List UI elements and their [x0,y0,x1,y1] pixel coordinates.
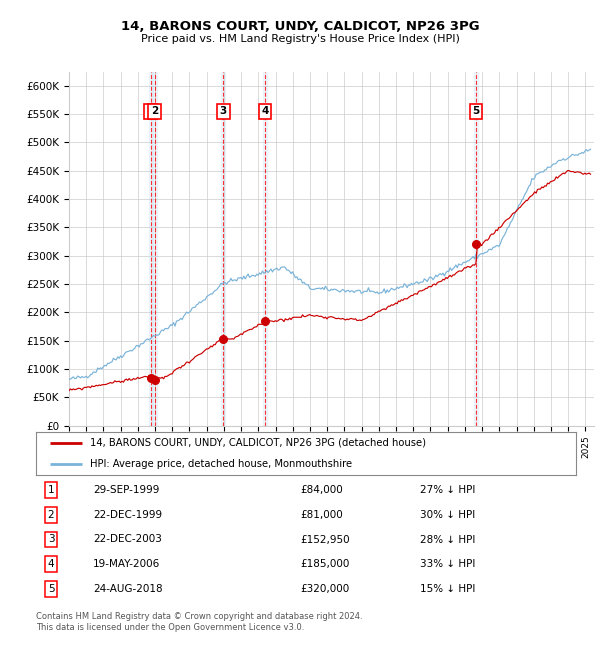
Text: 5: 5 [472,106,480,116]
Text: 4: 4 [261,106,269,116]
Text: 29-SEP-1999: 29-SEP-1999 [93,485,160,495]
Text: Contains HM Land Registry data © Crown copyright and database right 2024.
This d: Contains HM Land Registry data © Crown c… [36,612,362,632]
Text: 14, BARONS COURT, UNDY, CALDICOT, NP26 3PG (detached house): 14, BARONS COURT, UNDY, CALDICOT, NP26 3… [90,438,426,448]
Text: 33% ↓ HPI: 33% ↓ HPI [420,559,475,569]
Bar [474,72,478,426]
Text: 3: 3 [220,106,227,116]
Text: 22-DEC-1999: 22-DEC-1999 [93,510,162,520]
Text: 2: 2 [47,510,55,520]
Bar [149,72,152,426]
Text: £320,000: £320,000 [300,584,349,594]
Text: 30% ↓ HPI: 30% ↓ HPI [420,510,475,520]
Bar [221,72,226,426]
Text: 22-DEC-2003: 22-DEC-2003 [93,534,162,545]
Text: £84,000: £84,000 [300,485,343,495]
Text: 2: 2 [151,106,158,116]
Text: 14, BARONS COURT, UNDY, CALDICOT, NP26 3PG: 14, BARONS COURT, UNDY, CALDICOT, NP26 3… [121,20,479,32]
Text: 1: 1 [47,485,55,495]
Text: 1: 1 [147,106,154,116]
Text: 24-AUG-2018: 24-AUG-2018 [93,584,163,594]
Text: Price paid vs. HM Land Registry's House Price Index (HPI): Price paid vs. HM Land Registry's House … [140,34,460,44]
Text: 15% ↓ HPI: 15% ↓ HPI [420,584,475,594]
Text: £81,000: £81,000 [300,510,343,520]
Text: £185,000: £185,000 [300,559,349,569]
Bar [263,72,267,426]
Text: £152,950: £152,950 [300,534,350,545]
Text: 19-MAY-2006: 19-MAY-2006 [93,559,160,569]
Bar [152,72,157,426]
Text: HPI: Average price, detached house, Monmouthshire: HPI: Average price, detached house, Monm… [90,459,352,469]
Text: 28% ↓ HPI: 28% ↓ HPI [420,534,475,545]
Text: 27% ↓ HPI: 27% ↓ HPI [420,485,475,495]
Text: 3: 3 [47,534,55,545]
Text: 4: 4 [47,559,55,569]
Text: 5: 5 [47,584,55,594]
